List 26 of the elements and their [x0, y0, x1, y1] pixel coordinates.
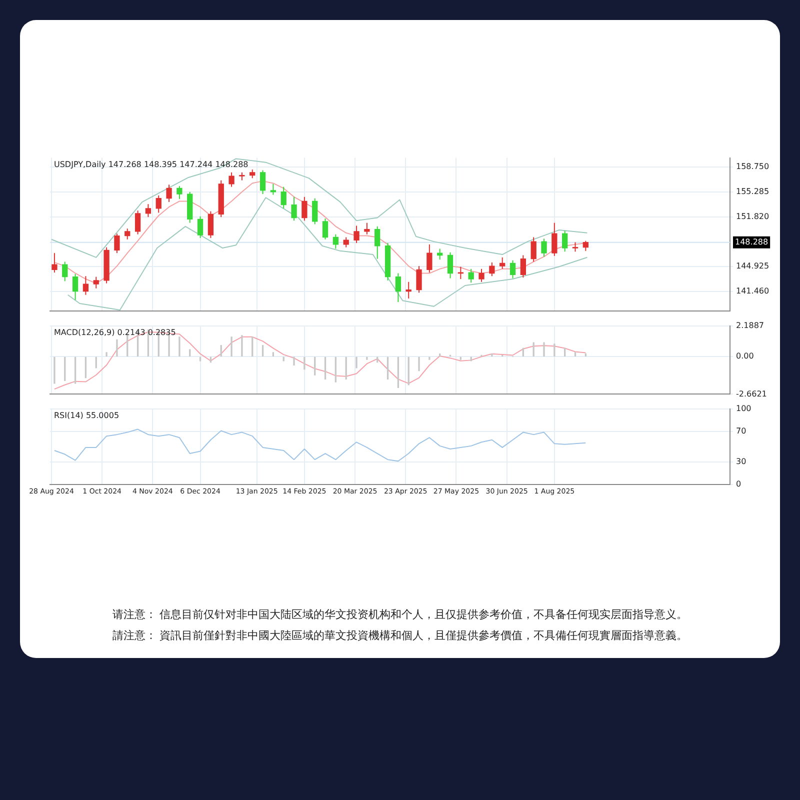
candlestick [228, 172, 234, 188]
y-tick-label: 158.750 [736, 162, 770, 172]
y-tick-label: 0.00 [736, 352, 754, 361]
candlestick [489, 262, 495, 277]
y-tick-label: 144.925 [736, 262, 770, 271]
y-tick-label: -2.6621 [736, 389, 767, 398]
ref-line-label: 148.288 [735, 237, 768, 246]
chart-title: MACD(12,26,9) 0.2143 0.2835 [54, 328, 176, 337]
candlestick [541, 238, 547, 258]
candlestick [478, 268, 484, 282]
y-tick-label: 151.820 [736, 212, 770, 222]
candlestick [364, 222, 370, 235]
y-tick-label: 2.1887 [736, 320, 764, 330]
y-tick-label: 100 [736, 404, 752, 413]
chart-title: RSI(14) 55.0005 [54, 410, 120, 420]
y-tick-label: 30 [736, 456, 746, 466]
text: 请注意： 信息目前仅针对非中国大陆区域的华文投资机构和个人，且仅提供参考价值，不具备任何现实层面指导意义。 [111, 607, 689, 623]
candlestick [239, 172, 245, 181]
chart-title: USDJPY,Daily 147.268 148.395 147.244 148.288 [54, 160, 248, 169]
y-tick-label: 141.460 [736, 286, 770, 296]
y-tick-label: 155.285 [736, 187, 770, 196]
candlestick [176, 186, 182, 200]
y-tick-label: 70 [736, 426, 746, 436]
text: 請注意： 資訊目前僅針對非中國大陸區域的華文投資機構和個人，且僅提供參考價值，不具備任何現實層面指導意義。 [111, 628, 689, 644]
candlestick [354, 225, 360, 244]
y-tick-label: 0 [736, 480, 742, 489]
